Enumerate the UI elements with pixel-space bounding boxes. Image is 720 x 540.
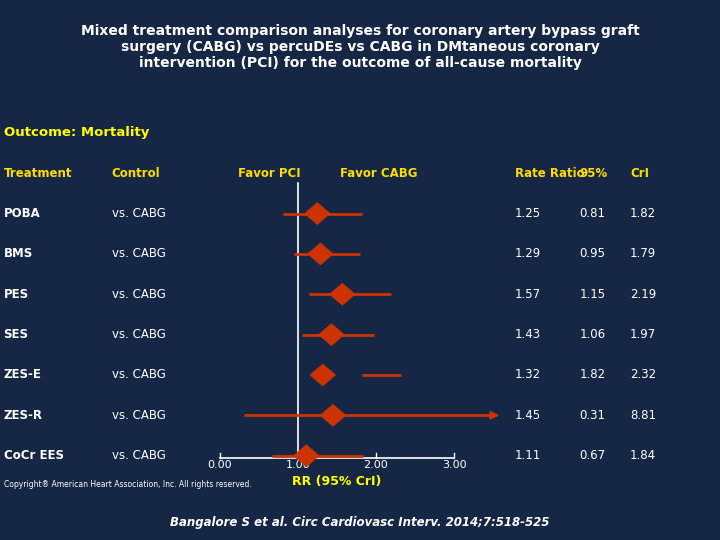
Text: vs. CABG: vs. CABG [112, 368, 166, 381]
Text: Favor PCI: Favor PCI [238, 167, 300, 180]
Text: 1.79: 1.79 [630, 247, 656, 260]
Text: 1.15: 1.15 [580, 288, 606, 301]
Text: 1.97: 1.97 [630, 328, 656, 341]
Text: 2.19: 2.19 [630, 288, 656, 301]
Polygon shape [319, 324, 343, 345]
Text: 8.81: 8.81 [630, 409, 656, 422]
Text: 1.45: 1.45 [515, 409, 541, 422]
Text: 2.00: 2.00 [364, 460, 388, 470]
Text: 1.43: 1.43 [515, 328, 541, 341]
Text: CoCr EES: CoCr EES [4, 449, 63, 462]
Text: CrI: CrI [630, 167, 649, 180]
Text: 95%: 95% [580, 167, 608, 180]
Text: vs. CABG: vs. CABG [112, 449, 166, 462]
Text: Favor CABG: Favor CABG [340, 167, 417, 180]
Text: 1.82: 1.82 [580, 368, 606, 381]
Text: Outcome: Mortality: Outcome: Mortality [4, 126, 149, 139]
Text: vs. CABG: vs. CABG [112, 207, 166, 220]
Text: 1.06: 1.06 [580, 328, 606, 341]
Text: 3.00: 3.00 [442, 460, 467, 470]
Text: ZES-R: ZES-R [4, 409, 42, 422]
Text: 1.82: 1.82 [630, 207, 656, 220]
Text: 0.00: 0.00 [207, 460, 232, 470]
Polygon shape [330, 284, 354, 305]
Text: Rate Ratio: Rate Ratio [515, 167, 585, 180]
Text: Bangalore S et al. Circ Cardiovasc Interv. 2014;7:518-525: Bangalore S et al. Circ Cardiovasc Inter… [171, 516, 549, 529]
Text: POBA: POBA [4, 207, 40, 220]
Text: 2.32: 2.32 [630, 368, 656, 381]
Polygon shape [320, 405, 345, 426]
Text: 0.31: 0.31 [580, 409, 606, 422]
Text: 1.11: 1.11 [515, 449, 541, 462]
Text: 0.67: 0.67 [580, 449, 606, 462]
Text: vs. CABG: vs. CABG [112, 247, 166, 260]
Text: Treatment: Treatment [4, 167, 72, 180]
Text: Control: Control [112, 167, 161, 180]
Text: 1.57: 1.57 [515, 288, 541, 301]
Text: 1.25: 1.25 [515, 207, 541, 220]
Polygon shape [305, 203, 330, 224]
Text: RR (95% CrI): RR (95% CrI) [292, 475, 382, 488]
Text: 1.29: 1.29 [515, 247, 541, 260]
Text: BMS: BMS [4, 247, 33, 260]
Text: vs. CABG: vs. CABG [112, 288, 166, 301]
Text: PES: PES [4, 288, 29, 301]
Text: Mixed treatment comparison analyses for coronary artery bypass graft
surgery (CA: Mixed treatment comparison analyses for … [81, 24, 639, 70]
Text: vs. CABG: vs. CABG [112, 409, 166, 422]
Text: 0.81: 0.81 [580, 207, 606, 220]
Polygon shape [310, 364, 335, 386]
Text: 1.00: 1.00 [285, 460, 310, 470]
Polygon shape [308, 244, 333, 265]
Text: 1.32: 1.32 [515, 368, 541, 381]
Polygon shape [294, 445, 319, 466]
Text: 0.95: 0.95 [580, 247, 606, 260]
Text: Copyright® American Heart Association, Inc. All rights reserved.: Copyright® American Heart Association, I… [4, 480, 251, 489]
Text: 1.84: 1.84 [630, 449, 656, 462]
Text: ZES-E: ZES-E [4, 368, 42, 381]
Text: vs. CABG: vs. CABG [112, 328, 166, 341]
Text: SES: SES [4, 328, 29, 341]
